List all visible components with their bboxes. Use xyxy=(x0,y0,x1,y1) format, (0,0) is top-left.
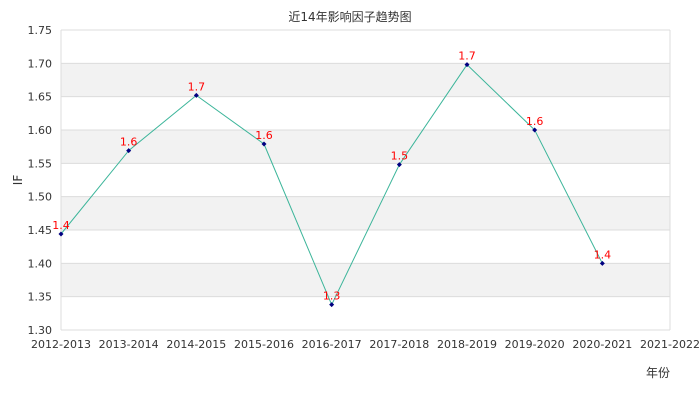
data-point-marker xyxy=(126,148,132,154)
x-tick-label: 2020-2021 xyxy=(572,338,632,351)
x-tick-label: 2013-2014 xyxy=(99,338,159,351)
plot-band xyxy=(61,130,670,164)
data-point-marker xyxy=(599,260,605,266)
plot-band xyxy=(61,196,670,230)
data-label: 1.4 xyxy=(594,248,612,261)
data-label: 1.6 xyxy=(255,129,273,142)
data-label: 1.3 xyxy=(323,290,341,303)
data-point-marker xyxy=(193,92,199,98)
y-tick-label: 1.40 xyxy=(28,257,53,270)
plot-bands xyxy=(61,63,670,297)
x-tick-label: 2017-2018 xyxy=(369,338,429,351)
data-point-marker xyxy=(532,127,538,133)
x-tick-label: 2015-2016 xyxy=(234,338,294,351)
y-tick-label: 1.65 xyxy=(28,91,53,104)
y-tick-label: 1.70 xyxy=(28,57,53,70)
data-label: 1.4 xyxy=(52,219,70,232)
y-tick-label: 1.75 xyxy=(28,24,53,37)
y-tick-label: 1.45 xyxy=(28,224,53,237)
x-tick-label: 2016-2017 xyxy=(302,338,362,351)
y-tick-label: 1.60 xyxy=(28,124,53,137)
x-tick-label: 2018-2019 xyxy=(437,338,497,351)
axes xyxy=(60,30,671,331)
data-label: 1.5 xyxy=(391,150,409,163)
y-tick-label: 1.35 xyxy=(28,291,53,304)
data-label: 1.7 xyxy=(458,50,476,63)
x-tick-label: 2014-2015 xyxy=(166,338,226,351)
data-point-marker xyxy=(58,231,64,237)
x-tick-label: 2021-2022 xyxy=(640,338,700,351)
data-point-marker xyxy=(329,302,335,308)
data-series: 1.4 1.6 1.7 1.6 1.3 1.5 1.7 1.6 1.4 xyxy=(52,50,611,308)
plot-band xyxy=(61,263,670,297)
x-axis-label: 年份 xyxy=(646,366,670,380)
data-label: 1.6 xyxy=(526,115,544,128)
data-point-marker xyxy=(464,62,470,68)
chart-title: 近14年影响因子趋势图 xyxy=(288,9,411,24)
data-point-marker xyxy=(261,141,267,147)
x-axis-ticks: 2012-2013 2013-2014 2014-2015 2015-2016 2016… xyxy=(31,338,700,351)
plot-band xyxy=(61,63,670,97)
x-tick-label: 2019-2020 xyxy=(505,338,565,351)
y-axis-label: IF xyxy=(11,175,25,186)
x-tick-label: 2012-2013 xyxy=(31,338,91,351)
data-label: 1.6 xyxy=(120,136,138,149)
data-label: 1.7 xyxy=(188,80,206,93)
y-tick-label: 1.50 xyxy=(28,191,53,204)
data-point-marker xyxy=(396,162,402,168)
y-axis-ticks: 1.30 1.35 1.40 1.45 1.50 1.55 1.60 1.65 1.70 1.75 xyxy=(28,24,53,337)
y-tick-label: 1.55 xyxy=(28,157,53,170)
grid-lines xyxy=(61,29,670,331)
y-tick-label: 1.30 xyxy=(28,324,53,337)
